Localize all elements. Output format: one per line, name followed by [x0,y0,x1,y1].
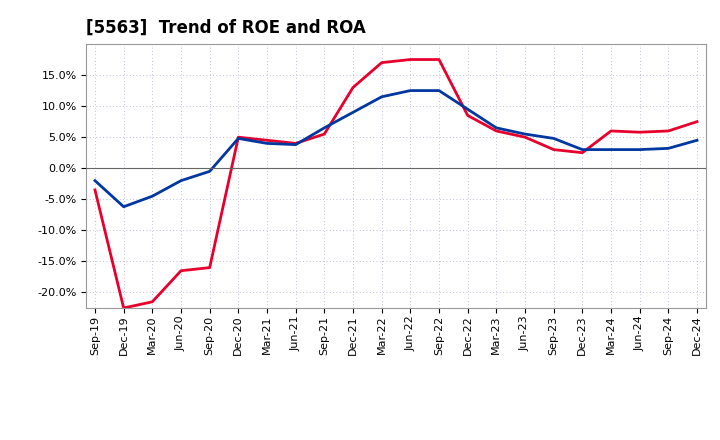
ROA [263,141,271,146]
ROE [664,128,672,134]
ROE [406,57,415,62]
ROA [607,147,616,152]
ROE [578,150,587,155]
ROA [549,136,558,141]
ROA [635,147,644,152]
ROA [492,125,500,131]
ROE [693,119,701,124]
ROE [91,187,99,193]
ROA [578,147,587,152]
ROE [292,141,300,146]
ROA [435,88,444,93]
ROE [521,135,529,140]
ROE [320,132,328,137]
ROA [176,178,185,183]
ROE [549,147,558,152]
ROA [91,178,99,183]
Text: [5563]  Trend of ROE and ROA: [5563] Trend of ROE and ROA [86,19,366,37]
ROA [148,194,157,199]
ROA [406,88,415,93]
ROE [377,60,386,65]
ROA [464,106,472,112]
ROA [234,136,243,141]
ROE [205,265,214,270]
ROE [492,128,500,134]
ROE [263,138,271,143]
ROA [521,132,529,137]
ROA [292,142,300,147]
ROA [120,204,128,209]
ROA [664,146,672,151]
Line: ROA: ROA [95,91,697,207]
ROA [693,138,701,143]
ROA [320,125,328,131]
ROE [176,268,185,273]
ROE [234,135,243,140]
ROE [635,129,644,135]
Line: ROE: ROE [95,59,697,308]
ROA [377,94,386,99]
ROA [205,169,214,174]
ROA [348,110,357,115]
ROE [148,299,157,304]
ROE [464,113,472,118]
ROE [348,85,357,90]
ROE [435,57,444,62]
ROE [120,305,128,311]
ROE [607,128,616,134]
